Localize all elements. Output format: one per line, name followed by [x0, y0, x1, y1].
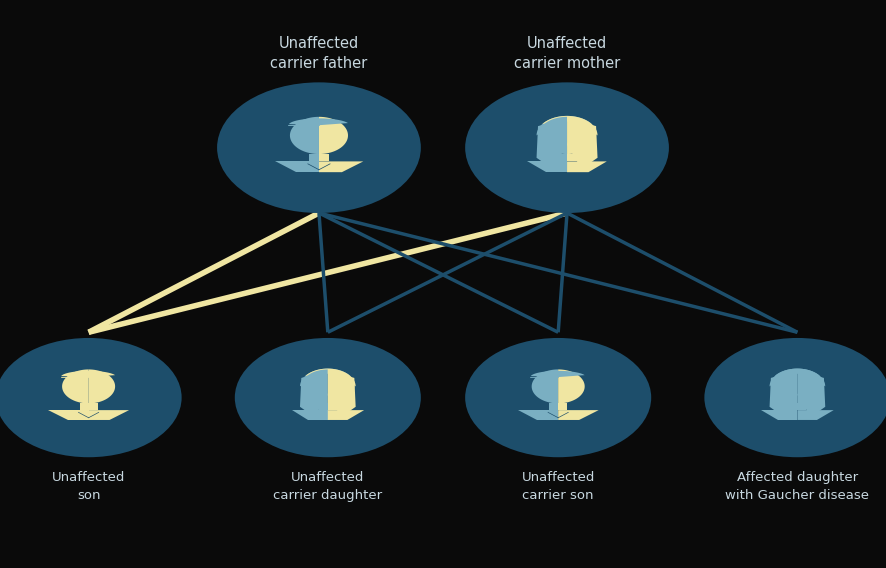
Polygon shape: [775, 369, 825, 386]
Polygon shape: [797, 373, 825, 417]
Polygon shape: [527, 161, 567, 172]
Polygon shape: [328, 369, 354, 403]
Polygon shape: [557, 154, 567, 161]
Polygon shape: [532, 369, 558, 403]
Text: Unaffected
carrier mother: Unaffected carrier mother: [514, 36, 620, 71]
Polygon shape: [62, 369, 89, 403]
Polygon shape: [567, 154, 577, 161]
Polygon shape: [319, 161, 363, 172]
Circle shape: [465, 338, 651, 457]
Circle shape: [0, 338, 182, 457]
Text: Unaffected
carrier father: Unaffected carrier father: [270, 36, 368, 71]
Polygon shape: [797, 410, 834, 420]
Text: Unaffected
carrier son: Unaffected carrier son: [522, 471, 595, 503]
Polygon shape: [89, 369, 115, 403]
Polygon shape: [549, 403, 558, 410]
Polygon shape: [328, 410, 364, 420]
Polygon shape: [319, 403, 328, 410]
Polygon shape: [89, 410, 129, 420]
Polygon shape: [328, 373, 355, 417]
Circle shape: [217, 82, 421, 213]
Circle shape: [704, 338, 886, 457]
Polygon shape: [300, 369, 350, 386]
Polygon shape: [319, 117, 348, 154]
Polygon shape: [531, 371, 585, 377]
Text: Unaffected
son: Unaffected son: [52, 471, 125, 503]
Polygon shape: [309, 154, 319, 161]
Polygon shape: [517, 410, 558, 420]
Text: Affected daughter
with Gaucher disease: Affected daughter with Gaucher disease: [726, 471, 869, 503]
Polygon shape: [770, 369, 820, 386]
Polygon shape: [567, 120, 597, 169]
Polygon shape: [542, 116, 597, 135]
Circle shape: [465, 82, 669, 213]
Polygon shape: [558, 369, 585, 403]
Polygon shape: [328, 403, 337, 410]
Text: Unaffected
carrier daughter: Unaffected carrier daughter: [273, 471, 383, 503]
Polygon shape: [797, 403, 806, 410]
Polygon shape: [48, 410, 89, 420]
Polygon shape: [61, 371, 115, 377]
Polygon shape: [300, 373, 328, 417]
Polygon shape: [306, 369, 355, 386]
Circle shape: [235, 338, 421, 457]
Polygon shape: [558, 403, 567, 410]
Polygon shape: [275, 161, 319, 172]
Polygon shape: [771, 369, 797, 403]
Polygon shape: [289, 118, 348, 125]
Polygon shape: [567, 117, 596, 154]
Polygon shape: [789, 403, 797, 410]
Polygon shape: [319, 154, 329, 161]
Polygon shape: [537, 120, 567, 169]
Polygon shape: [89, 403, 97, 410]
Polygon shape: [797, 369, 824, 403]
Polygon shape: [80, 403, 89, 410]
Polygon shape: [567, 161, 607, 172]
Polygon shape: [537, 116, 592, 135]
Polygon shape: [770, 373, 797, 417]
Polygon shape: [538, 117, 567, 154]
Polygon shape: [558, 410, 599, 420]
Polygon shape: [761, 410, 797, 420]
Polygon shape: [290, 117, 319, 154]
Polygon shape: [291, 410, 328, 420]
Polygon shape: [301, 369, 328, 403]
